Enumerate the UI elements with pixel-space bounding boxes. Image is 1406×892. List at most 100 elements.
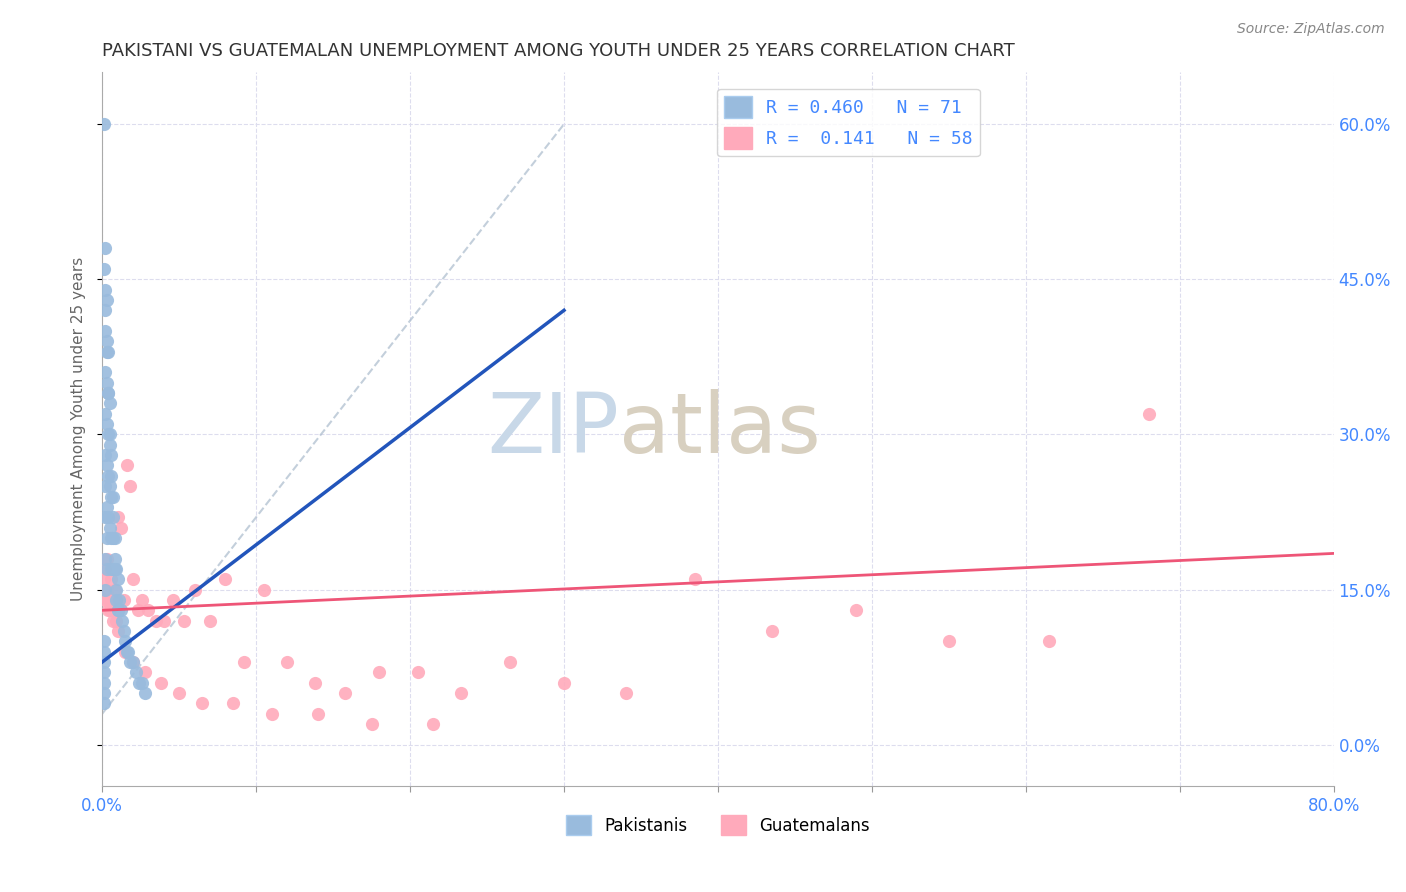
Point [335,686,357,700]
Point [152,614,174,628]
Point [614,686,637,700]
Point [94,324,117,338]
Point [94,562,117,576]
Point [107,624,129,638]
Point [214,572,236,586]
Point [93,665,115,680]
Point [93,572,115,586]
Point [98,438,121,452]
Point [94,479,117,493]
Point [131,675,153,690]
Point [276,655,298,669]
Text: PAKISTANI VS GUATEMALAN UNEMPLOYMENT AMONG YOUTH UNDER 25 YEARS CORRELATION CHAR: PAKISTANI VS GUATEMALAN UNEMPLOYMENT AMO… [103,42,1015,60]
Point [101,562,124,576]
Point [134,665,156,680]
Point [260,706,283,721]
Point [93,645,115,659]
Point [94,407,117,421]
Point [94,283,117,297]
Point [304,675,326,690]
Point [100,490,122,504]
Point [96,344,118,359]
Point [118,655,141,669]
Point [683,572,706,586]
Point [114,645,136,659]
Point [107,572,129,586]
Point [96,562,118,576]
Point [112,593,135,607]
Point [103,582,125,597]
Point [127,603,149,617]
Point [125,665,148,680]
Point [93,655,115,669]
Point [105,582,128,597]
Point [105,562,128,576]
Point [93,675,115,690]
Point [94,582,117,597]
Point [98,427,121,442]
Point [94,510,117,524]
Point [122,572,145,586]
Point [222,697,245,711]
Point [97,386,120,401]
Y-axis label: Unemployment Among Youth under 25 years: Unemployment Among Youth under 25 years [72,257,86,601]
Point [94,551,117,566]
Point [138,603,160,617]
Point [101,531,124,545]
Legend: R = 0.460   N = 71, R =  0.141   N = 58: R = 0.460 N = 71, R = 0.141 N = 58 [717,88,980,156]
Point [97,386,120,401]
Point [134,686,156,700]
Point [93,262,115,277]
Point [162,593,184,607]
Point [131,593,153,607]
Point [93,634,115,648]
Point [93,686,115,700]
Point [117,645,139,659]
Point [128,675,150,690]
Point [103,531,125,545]
Point [845,603,868,617]
Point [96,376,118,390]
Point [232,655,254,669]
Point [96,551,118,566]
Point [100,562,122,576]
Point [98,520,121,534]
Point [1137,407,1160,421]
Point [97,510,120,524]
Text: ZIP: ZIP [488,389,620,470]
Point [97,344,120,359]
Point [94,365,117,379]
Point [94,241,117,255]
Point [110,603,132,617]
Point [103,562,125,576]
Point [100,448,122,462]
Point [100,531,122,545]
Point [1038,634,1060,648]
Point [115,458,138,473]
Point [761,624,783,638]
Point [368,665,391,680]
Point [96,582,118,597]
Point [406,665,429,680]
Point [97,603,120,617]
Point [96,293,118,307]
Text: Source: ZipAtlas.com: Source: ZipAtlas.com [1237,22,1385,37]
Point [145,614,167,628]
Point [253,582,276,597]
Point [101,490,124,504]
Point [115,645,138,659]
Text: atlas: atlas [620,389,821,470]
Point [103,551,125,566]
Point [114,634,136,648]
Point [107,510,129,524]
Point [96,531,118,545]
Point [97,468,120,483]
Point [307,706,329,721]
Point [105,614,128,628]
Point [101,614,124,628]
Point [173,614,195,628]
Point [96,334,118,349]
Point [198,614,221,628]
Point [108,593,131,607]
Point [105,593,128,607]
